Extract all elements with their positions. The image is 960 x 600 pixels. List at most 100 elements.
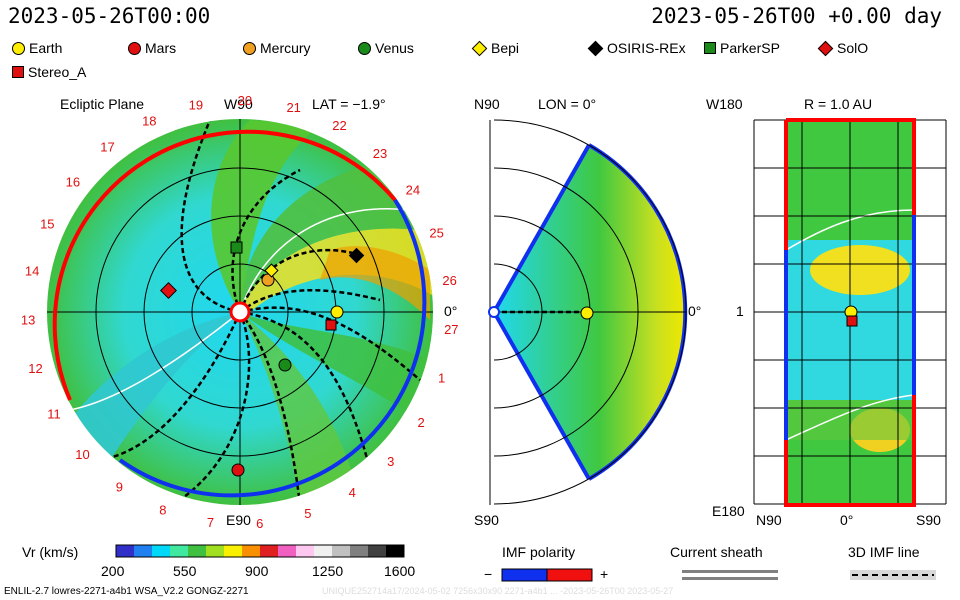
legend-label: ParkerSP [720, 40, 780, 56]
mars-marker-icon [231, 463, 245, 477]
legend-bepi: Bepi [471, 40, 520, 56]
meridional-right-label: 0° [688, 303, 702, 319]
ecliptic-right-label: 0° [444, 303, 458, 319]
map-top-label: W180 [706, 96, 743, 112]
sector-number-label: 15 [40, 217, 54, 232]
ecliptic-lat-label: LAT = −1.9° [312, 96, 386, 112]
stereo-a-marker-icon [846, 315, 858, 327]
colorbar-segment [116, 545, 135, 557]
legend-stereo-a: Stereo_A [12, 64, 86, 80]
footer-left: ENLIL-2.7 lowres-2271-a4b1 WSA_V2.2 GONG… [4, 586, 249, 597]
sector-number-label: 9 [116, 479, 123, 494]
map-x-label-0: 0° [840, 512, 854, 528]
legend-label: Venus [375, 40, 414, 56]
colorbar-segment [224, 545, 243, 557]
venus-marker-icon [278, 358, 292, 372]
map-r-label: R = 1.0 AU [804, 96, 873, 112]
sector-number-label: 18 [142, 113, 156, 128]
ecliptic-bottom-label: E90 [226, 512, 251, 528]
legend-mercury: Mercury [243, 40, 311, 56]
legend-label: SolO [837, 40, 869, 56]
sector-number-label: 8 [159, 503, 166, 518]
sector-number-label: 6 [256, 516, 263, 531]
meridional-top-label: N90 [474, 96, 500, 112]
current-sheath-swatch [682, 570, 778, 580]
colorbar-tick: 1250 [312, 563, 344, 579]
colorbar-border [115, 544, 405, 558]
venus-marker-icon [358, 41, 371, 55]
legend-label: Stereo_A [28, 64, 87, 80]
earth-marker-icon [580, 306, 594, 320]
sector-number-label: 5 [304, 506, 311, 521]
mars-marker-icon [128, 41, 141, 55]
sector-number-label: 21 [286, 100, 300, 115]
imf-line-swatch [850, 570, 936, 580]
footer-right: UNIQUE252714a17/2024-05-02 7256x30x90 22… [322, 586, 674, 596]
colorbar-segment [386, 545, 405, 557]
sector-number-label: 24 [406, 182, 420, 197]
meridional-bottom-label: S90 [474, 512, 499, 528]
imf-plus-label: + [600, 566, 609, 582]
sector-number-label: 20 [238, 93, 252, 108]
ecliptic-plane-plot [47, 119, 433, 505]
colorbar-segment [350, 545, 369, 557]
sector-number-label: 2 [417, 415, 424, 430]
solo-marker-icon [160, 282, 177, 299]
colorbar-tick: 200 [101, 563, 125, 579]
sector-number-label: 10 [75, 447, 89, 462]
map-mid-label: 1 [736, 303, 744, 319]
current-sheath-title: Current sheath [670, 544, 763, 560]
earth-marker-icon [330, 305, 344, 319]
colorbar [115, 544, 405, 558]
colorbar-tick: 900 [245, 563, 269, 579]
colorbar-segment [332, 545, 351, 557]
imf-line-title: 3D IMF line [848, 544, 920, 560]
stereo-a-marker-icon [325, 319, 337, 331]
sector-number-label: 12 [28, 361, 42, 376]
sector-number-label: 7 [207, 515, 214, 530]
legend-osiris: OSIRIS-REx [587, 40, 686, 56]
legend-label: Bepi [491, 40, 520, 56]
legend-label: Mercury [260, 40, 311, 56]
date-left: 2023-05-26T00:00 [8, 4, 211, 28]
colorbar-segment [152, 545, 171, 557]
parker-marker-icon [704, 42, 716, 54]
sector-number-label: 23 [373, 146, 387, 161]
sector-labels: 19 20 212223242526271234567891011121314151… [21, 93, 459, 531]
colorbar-segment [188, 545, 207, 557]
legend-label: Earth [29, 40, 63, 56]
latlon-map-plot [753, 118, 947, 507]
map-x-label-s90: S90 [916, 512, 941, 528]
sector-number-label: 26 [442, 273, 456, 288]
earth-marker-icon [12, 41, 25, 55]
ecliptic-title: Ecliptic Plane [60, 96, 145, 112]
sector-number-label: 3 [387, 454, 394, 469]
map-x-label-n90: N90 [756, 512, 782, 528]
sector-number-label: 17 [100, 140, 114, 155]
mercury-marker-icon [243, 41, 256, 55]
sector-number-label: 27 [444, 322, 458, 337]
legend-parker: ParkerSP [704, 40, 780, 56]
colorbar-segment [242, 545, 261, 557]
colorbar-segment [170, 545, 189, 557]
colorbar-segment [278, 545, 297, 557]
body-markers [160, 241, 858, 477]
sector-number-label: 19 [189, 98, 203, 113]
bepi-marker-icon [264, 263, 279, 278]
sector-number-label: 11 [47, 407, 61, 422]
sector-number-label: 4 [349, 485, 356, 500]
ecliptic-top-label: W90 [224, 96, 253, 112]
legend-mars: Mars [128, 40, 176, 56]
stereo-a-marker-icon [12, 66, 24, 78]
legend-label: Mars [145, 40, 177, 56]
legend-venus: Venus [358, 40, 414, 56]
colorbar-segment [368, 545, 387, 557]
map-bottom-label: E180 [712, 503, 745, 519]
date-right: 2023-05-26T00 +0.00 day [651, 4, 942, 28]
colorbar-segment [134, 545, 153, 557]
colorbar-segment [206, 545, 225, 557]
colorbar-segment [296, 545, 315, 557]
sector-number-label: 14 [25, 263, 39, 278]
colorbar-title: Vr (km/s) [22, 544, 79, 560]
